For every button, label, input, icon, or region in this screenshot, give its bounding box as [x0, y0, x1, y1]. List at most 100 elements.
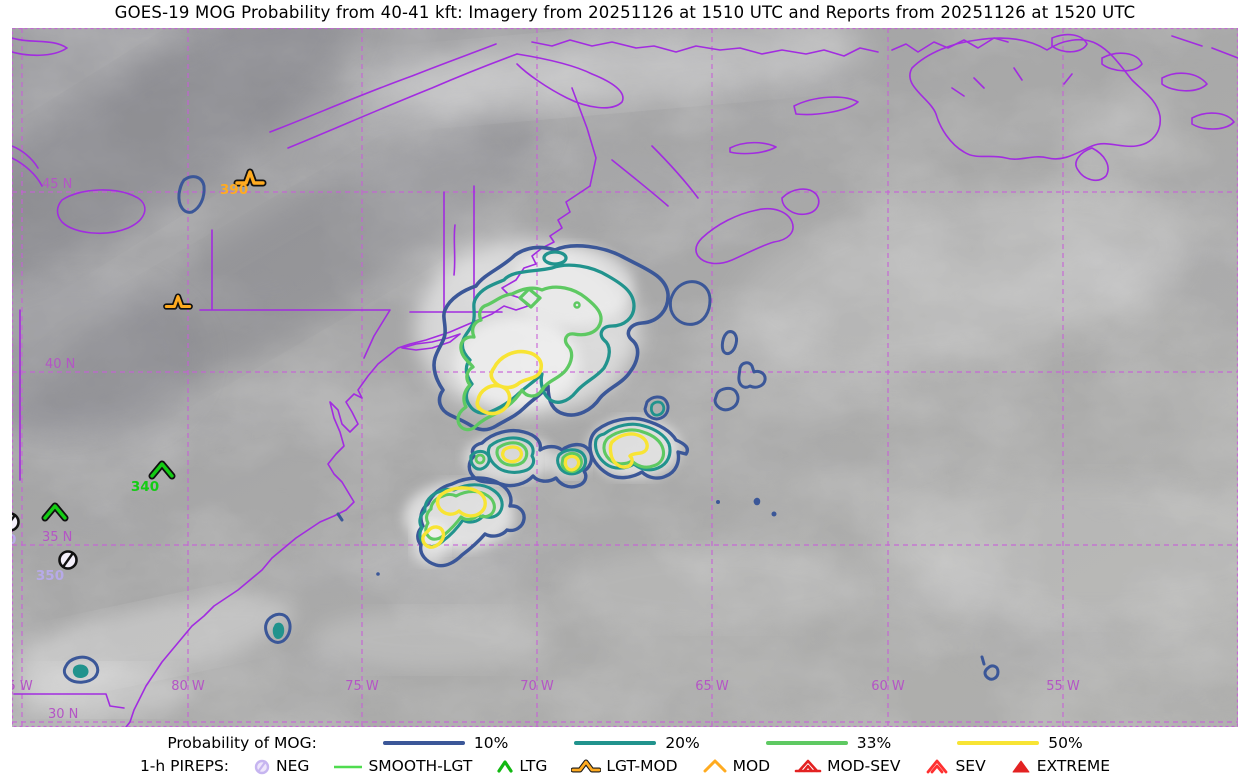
contour-20pct [469, 436, 588, 476]
legend-level-50: 50% [957, 734, 1083, 752]
lon-label-75w: 75 W [345, 679, 379, 694]
contour-33pct [602, 428, 666, 469]
lat-label-45n: 45 N [42, 177, 72, 192]
lat-label-30n: 30 N [48, 707, 78, 722]
legend-level-33: 33% [765, 734, 892, 752]
contour-speck-3 [771, 511, 777, 517]
contour-10pct-twin [737, 361, 767, 389]
pirep-ltg-symbol [41, 502, 69, 522]
st-lawrence-river [269, 43, 518, 149]
contour-10pct [432, 244, 670, 432]
legend-level-label: 50% [1048, 734, 1083, 752]
pireps-legend-row: 1-h PIREPS: NEG SMOOTH-LGT LTG [0, 757, 1250, 775]
legend-pirep-ltg: LTG [496, 757, 547, 775]
nova-scotia [695, 207, 794, 265]
contour-20pct [593, 422, 672, 472]
georgian-bay [12, 37, 68, 57]
map-canvas: 45 N 40 N 35 N 30 N 85 W 80 W 75 W 70 W … [12, 28, 1238, 727]
contour-cluster-main [432, 244, 670, 432]
grid-labels: 45 N 40 N 35 N 30 N 85 W 80 W 75 W 70 W … [12, 177, 1080, 722]
legend-level-10: 10% [382, 734, 509, 752]
cape-breton [781, 188, 820, 216]
contour-10pct [416, 476, 526, 568]
contour-20pct-coastal-fill [272, 622, 285, 639]
pirep-type-label: MOD [732, 757, 771, 775]
contour-10pct-oval [713, 386, 740, 412]
legend-pirep-mod-sev: MOD-SEV [794, 757, 900, 775]
contour-swatch-20pct [574, 740, 657, 746]
extreme-triangle-icon [1012, 760, 1030, 773]
lat-label-35n: 35 N [42, 530, 72, 545]
contour-small-features [62, 175, 1000, 684]
lon-label-70w: 70 W [520, 679, 554, 694]
smooth-light-line-icon [334, 765, 363, 769]
pirep-type-label: SMOOTH-LGT [368, 757, 473, 775]
mog-contours [62, 175, 1000, 684]
contour-10pct-ring-ne [668, 280, 712, 326]
anticosti-island [793, 96, 859, 116]
contour-swatch-33pct [765, 740, 848, 746]
contour-cluster-east [588, 416, 690, 480]
contour-20pct-sw-fill [72, 664, 89, 678]
southeast-borders [13, 224, 456, 709]
probability-legend-row: Probability of MOG: 10% 20% 33% 50% [0, 734, 1250, 752]
contour-10pct-mid-ring [643, 395, 670, 421]
newfoundland [909, 37, 1161, 160]
prince-edward-island [729, 141, 777, 155]
contour-speck-2 [753, 497, 761, 506]
contour-33pct-dot [573, 301, 581, 309]
legend-pirep-extreme: EXTREME [1010, 757, 1110, 775]
lon-label-65w: 65 W [695, 679, 729, 694]
contour-33pct-nub [474, 453, 486, 465]
legend-level-label: 10% [473, 734, 509, 752]
pirep-flight-level: 390 [220, 182, 248, 198]
map-border [12, 28, 1238, 727]
contour-20pct-mid-inner [649, 400, 666, 417]
pirep-flight-level: 340 [131, 479, 159, 495]
contour-10pct-coastal [264, 612, 292, 644]
pirep-type-label: LGT-MOD [606, 757, 678, 775]
pirep-type-label: SEV [955, 757, 986, 775]
legend-level-20: 20% [574, 734, 700, 752]
contour-speck-1 [716, 500, 720, 504]
moderate-caret-icon [703, 759, 727, 773]
pireps-legend-label: 1-h PIREPS: [139, 757, 230, 775]
contour-swatch-50pct [957, 740, 1040, 746]
lake-erie-shore [12, 145, 43, 187]
northern-islands [1051, 33, 1238, 130]
contour-33pct [495, 441, 583, 474]
contour-50pct [500, 445, 581, 472]
bay-of-fundy [611, 145, 699, 207]
contour-swatch-10pct [382, 740, 465, 746]
legend-pirep-smooth-lgt: SMOOTH-LGT [333, 757, 472, 775]
light-caret-icon [497, 760, 513, 773]
lon-label-60w: 60 W [871, 679, 905, 694]
contour-20pct [418, 483, 504, 549]
legend-pirep-sev: SEV [924, 757, 986, 775]
maine-canada-border [571, 87, 597, 187]
legend-pirep-lgt-mod: LGT-MOD [571, 757, 678, 775]
moderate-severe-tent-icon [794, 759, 822, 773]
pirep-type-label: EXTREME [1036, 757, 1111, 775]
contour-50pct [608, 432, 649, 469]
lon-label-80w: 80 W [171, 679, 205, 694]
pirep-type-label: LTG [519, 757, 548, 775]
legend-level-label: 33% [856, 734, 892, 752]
contour-speck-coast [336, 512, 344, 522]
lake-ontario [56, 189, 146, 234]
avalon-peninsula [1075, 147, 1109, 182]
pirep-flight-level-partial: 0 [12, 532, 16, 548]
contour-33pct [456, 285, 603, 432]
lon-label-85w: 85 W [12, 679, 33, 694]
contour-50pct [421, 486, 487, 549]
pirep-plots: 390 340 350 [12, 168, 267, 584]
state-borders [19, 185, 503, 481]
labrador-coast [891, 37, 1009, 53]
pirep-ltg-symbol [148, 460, 176, 480]
contour-cluster-southwest [416, 476, 526, 568]
contour-10pct-se-specks [980, 655, 1000, 681]
pirep-neg-symbol [58, 550, 78, 570]
map-panel: 45 N 40 N 35 N 30 N 85 W 80 W 75 W 70 W … [12, 28, 1238, 727]
contour-10pct [588, 416, 690, 480]
